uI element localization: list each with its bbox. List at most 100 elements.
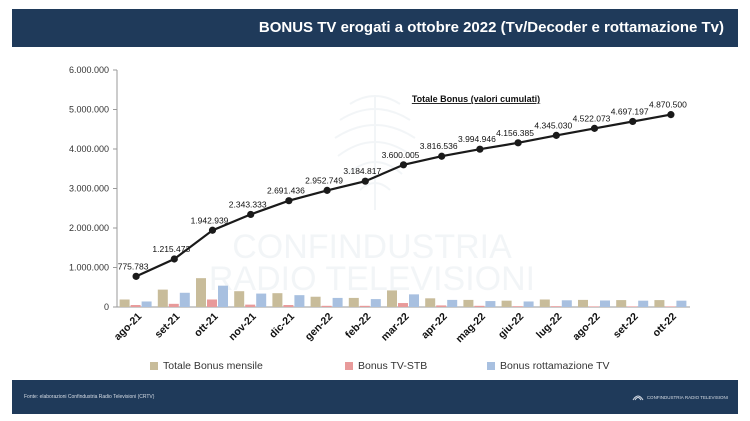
cumulative-data-label: 2.343.333 [229,199,267,209]
watermark: CONFINDUSTRIA RADIO TELEVISIONI [209,95,535,298]
cumulative-point [361,177,369,185]
bar-tv-stb [321,305,332,307]
bar-totale [119,299,130,307]
cumulative-point [590,124,599,132]
bar-tv-stb [245,304,256,307]
bar-rottamazione [256,293,267,307]
cumulative-point [132,272,140,280]
legend: Totale Bonus mensile Bonus TV-STB Bonus … [0,360,750,376]
x-tick-label: mag-22 [454,311,489,346]
bar-totale [501,300,512,307]
legend-swatch-tv-stb [345,362,353,370]
y-tick-label: 6.000.000 [69,65,109,75]
cumulative-data-label: 3.816.536 [420,141,458,151]
bar-rottamazione [332,297,343,307]
x-tick-label: ago-21 [112,311,145,344]
x-tick-label: feb-22 [343,311,373,341]
bar-tv-stb [589,306,599,307]
bar-rottamazione [141,301,152,307]
bar-totale [310,296,321,307]
chart: CONFINDUSTRIA RADIO TELEVISIONI 6.000.00… [69,65,690,346]
cumulative-point [476,145,484,153]
bar-totale [348,297,359,307]
bar-totale [654,300,665,307]
cumulative-point [399,161,408,169]
x-tick-label: set-21 [152,311,182,341]
bar-totale [387,290,397,307]
cumulative-point [667,111,675,119]
cumulative-point [323,186,331,194]
bar-totale [616,300,627,307]
cumulative-data-label: 3.994.946 [458,134,496,144]
cumulative-point [438,152,446,160]
bar-rottamazione [294,295,305,307]
bar-tv-stb [665,306,676,307]
bar-rottamazione [600,300,610,307]
x-tick-label: apr-22 [419,311,450,342]
watermark-mark [334,95,416,210]
watermark-text-1: CONFINDUSTRIA [232,228,512,266]
cumulative-data-label: 4.345.030 [534,120,572,130]
cumulative-point [170,255,178,263]
cumulative-point [285,197,293,205]
bar-tv-stb [550,306,561,307]
footer-source: Fonte: elaborazioni Confindustria Radio … [24,394,155,400]
footer-bar: Fonte: elaborazioni Confindustria Radio … [12,380,738,414]
legend-label-rottamazione: Bonus rottamazione TV [500,360,610,372]
cumulative-data-label: 4.870.500 [649,100,687,110]
cumulative-data-label: 3.600.005 [382,150,420,160]
y-tick-label: 5.000.000 [69,105,109,115]
bar-tv-stb [130,305,141,307]
x-tick-label: nov-21 [226,311,259,344]
bar-tv-stb [436,305,447,307]
bar-rottamazione [218,285,228,307]
cumulative-point [247,210,255,219]
cumulative-data-label: 775.783 [118,261,149,271]
x-tick-label: set-22 [611,311,641,341]
x-tick-label: ago-22 [570,311,603,344]
bar-tv-stb [359,305,370,307]
cumulative-point [629,117,637,126]
x-tick-label: dic-21 [267,311,297,341]
cumulative-data-label: 4.156.385 [496,128,534,138]
cumulative-data-label: 2.952.749 [305,175,343,185]
bar-series [119,278,687,307]
cumulative-data-label: 1.942.939 [191,215,229,225]
x-tick-label: lug-22 [534,311,564,341]
cumulative-data-label: 3.184.817 [343,166,381,176]
bar-tv-stb [474,305,485,307]
bar-totale [539,299,550,307]
watermark-text-2: RADIO TELEVISIONI [209,260,535,298]
logo-icon [632,395,644,401]
bar-rottamazione [409,294,419,307]
legend-label-totale: Totale Bonus mensile [163,360,263,372]
bar-tv-stb [512,306,523,307]
bar-totale [578,299,588,307]
bar-tv-stb [168,303,179,307]
y-tick-label: 3.000.000 [69,184,109,194]
y-tick-label: 1.000.000 [69,263,109,273]
legend-label-tv-stb: Bonus TV-STB [358,360,428,372]
cumulative-point [208,226,217,234]
y-tick-labels: 6.000.000 5.000.000 4.000.000 3.000.000 2.00… [69,65,117,312]
bar-tv-stb [283,305,294,307]
line-series-label: Totale Bonus (valori cumulati) [412,94,540,104]
footer-logo-text: CONFINDUSTRIA RADIO TELEVISIONI [646,394,728,400]
cumulative-data-label: 2.691.436 [267,186,305,196]
x-tick-labels: ago-21 set-21 ott-21 nov-21 dic-21 gen-22 feb-… [112,311,679,346]
bar-totale [196,278,206,307]
bar-rottamazione [485,301,496,307]
bar-tv-stb [207,299,217,307]
bar-rottamazione [638,300,649,307]
bar-tv-stb [627,306,638,307]
y-tick-label: 2.000.000 [69,223,109,233]
bar-totale [463,299,474,307]
legend-item-tv-stb: Bonus TV-STB [345,360,427,372]
footer-logo: CONFINDUSTRIA RADIO TELEVISIONI [632,392,728,402]
bar-totale [234,291,245,307]
x-tick-label: gen-22 [303,311,336,344]
legend-item-totale: Totale Bonus mensile [150,360,263,372]
bar-rottamazione [447,299,458,307]
x-tick-label: giu-22 [496,311,526,341]
cumulative-point [552,131,560,139]
